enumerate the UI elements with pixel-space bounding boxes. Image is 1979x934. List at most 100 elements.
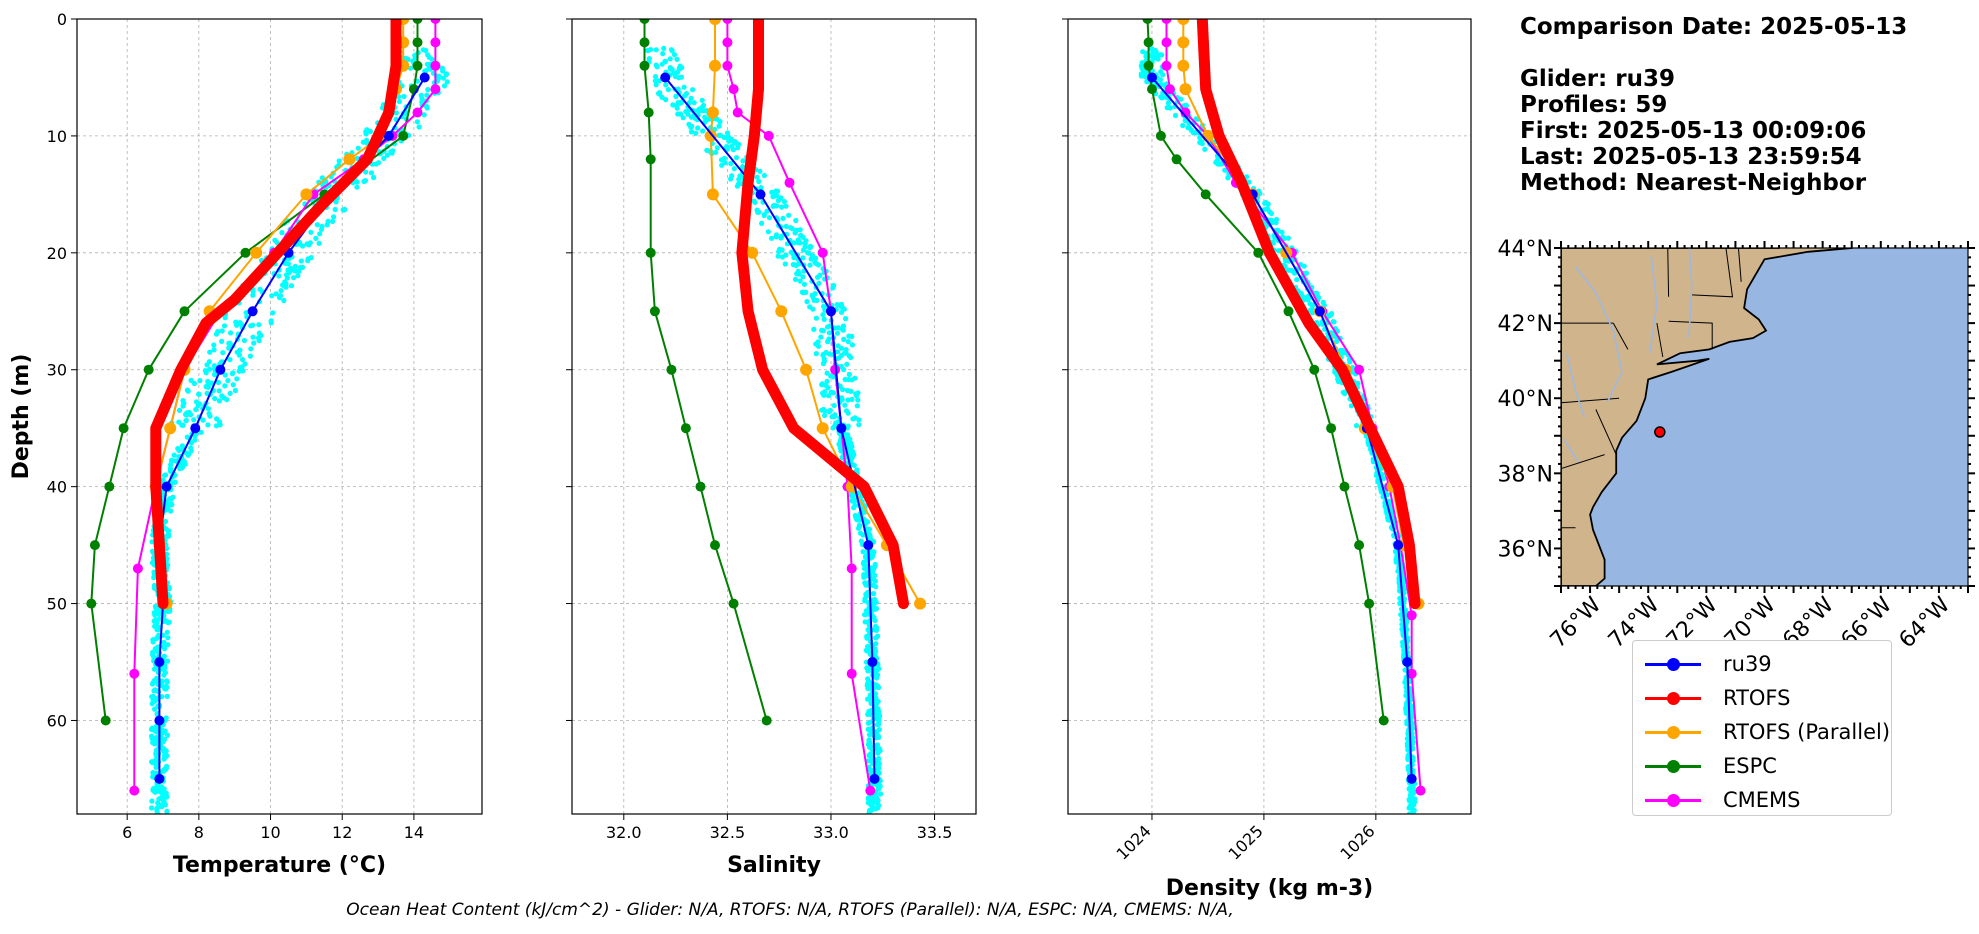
glider-track-marker: [1654, 426, 1666, 438]
data-point-espc: [645, 154, 656, 165]
glider-point: [228, 330, 234, 336]
glider-point: [779, 233, 785, 239]
glider-point: [663, 97, 669, 103]
glider-point: [1399, 639, 1406, 645]
glider-point: [754, 174, 760, 180]
glider-point: [757, 168, 763, 174]
glider-point: [248, 346, 254, 352]
glider-point: [168, 508, 174, 514]
glider-point: [855, 525, 862, 531]
data-point-cmems: [430, 19, 441, 24]
data-point-cmems: [430, 60, 441, 71]
data-point-rtofs: [744, 307, 753, 316]
glider-point: [206, 359, 212, 365]
data-point-rtofs: [1304, 319, 1313, 327]
data-point-espc: [412, 37, 423, 48]
data-point-rtofs: [789, 424, 798, 433]
data-point-rtofs: [155, 541, 164, 550]
y-tick-label: 60: [47, 711, 67, 730]
glider-point: [331, 214, 337, 220]
glider-point: [164, 693, 170, 700]
data-point-cmems: [1406, 610, 1417, 621]
glider-point: [688, 129, 695, 135]
glider-point: [868, 817, 873, 822]
glider-point: [739, 173, 745, 179]
glider-point: [1197, 135, 1203, 141]
data-point-rtofs: [392, 19, 400, 23]
glider-point: [812, 259, 818, 265]
glider-point: [832, 325, 838, 331]
data-point-cmems: [817, 247, 828, 258]
glider-point: [1348, 403, 1354, 409]
glider-point: [667, 56, 673, 62]
glider-point: [166, 528, 172, 534]
glider-point: [864, 634, 871, 640]
glider-point: [828, 389, 834, 395]
data-point-rtofs: [1198, 19, 1207, 23]
glider-point: [222, 315, 228, 321]
glider-point: [1155, 56, 1161, 62]
glider-point: [821, 316, 827, 322]
glider-point: [1405, 747, 1411, 753]
glider-point: [305, 256, 311, 262]
glider-point: [1202, 146, 1208, 152]
glider-point: [845, 397, 851, 403]
data-point-ru39: [215, 364, 226, 375]
glider-point: [330, 218, 336, 224]
glider-point: [316, 240, 322, 246]
glider-point: [270, 310, 276, 316]
glider-point: [276, 273, 282, 279]
glider-point: [207, 349, 213, 355]
state-border: [1737, 248, 1742, 282]
data-point-espc: [1364, 598, 1375, 609]
data-point-cmems: [763, 130, 774, 141]
data-point-rtofs-parallel-: [775, 305, 788, 318]
glider-point: [164, 679, 170, 685]
y-tick-label: 50: [47, 595, 67, 614]
glider-point: [867, 531, 873, 538]
glider-point: [1291, 270, 1298, 276]
glider-point: [373, 161, 379, 167]
glider-point: [281, 297, 287, 304]
x-tick-label: 6: [122, 823, 132, 842]
data-point-rtofs-parallel-: [1201, 129, 1214, 142]
glider-point: [176, 419, 182, 425]
glider-point: [220, 350, 226, 356]
data-point-espc: [398, 130, 409, 141]
glider-point: [256, 322, 262, 328]
glider-point: [816, 280, 822, 286]
glider-point: [161, 814, 166, 819]
data-point-espc: [1309, 364, 1320, 375]
glider-point: [803, 289, 809, 295]
glider-point: [657, 90, 663, 96]
data-point-rtofs: [151, 424, 160, 433]
glider-point: [724, 135, 730, 141]
glider-point: [735, 181, 742, 187]
glider-point: [838, 448, 844, 454]
glider-point: [779, 204, 785, 210]
data-point-ru39: [1402, 657, 1413, 667]
legend-label: CMEMS: [1723, 788, 1801, 812]
glider-point: [1159, 95, 1165, 101]
glider-point: [1401, 647, 1407, 653]
glider-point: [162, 518, 169, 525]
info-line: Comparison Date: 2025-05-13: [1520, 14, 1908, 40]
glider-point: [820, 352, 826, 358]
state-border: [1612, 322, 1629, 350]
glider-point: [797, 278, 803, 284]
glider-point: [673, 93, 679, 99]
glider-point: [800, 234, 806, 240]
glider-point: [164, 545, 170, 552]
x-axis-label: Salinity: [727, 853, 821, 878]
glider-point: [1331, 319, 1337, 325]
glider-point: [660, 51, 666, 57]
glider-point: [695, 125, 701, 131]
glider-point: [860, 549, 866, 555]
glider-point: [234, 376, 240, 382]
glider-point: [300, 264, 306, 270]
glider-point: [865, 610, 871, 616]
glider-point: [878, 791, 884, 797]
glider-point: [855, 397, 861, 403]
map-lon-label: 64°W: [1895, 592, 1956, 653]
glider-point: [258, 332, 264, 339]
